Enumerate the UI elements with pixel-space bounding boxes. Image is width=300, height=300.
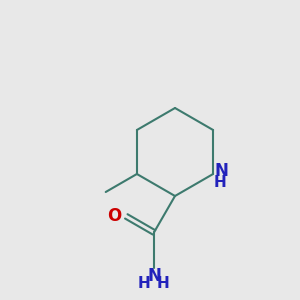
Text: N: N: [214, 162, 228, 180]
Text: H: H: [157, 276, 169, 291]
Text: H: H: [138, 276, 150, 291]
Text: O: O: [107, 207, 121, 225]
Text: H: H: [214, 175, 227, 190]
Text: N: N: [147, 267, 161, 285]
